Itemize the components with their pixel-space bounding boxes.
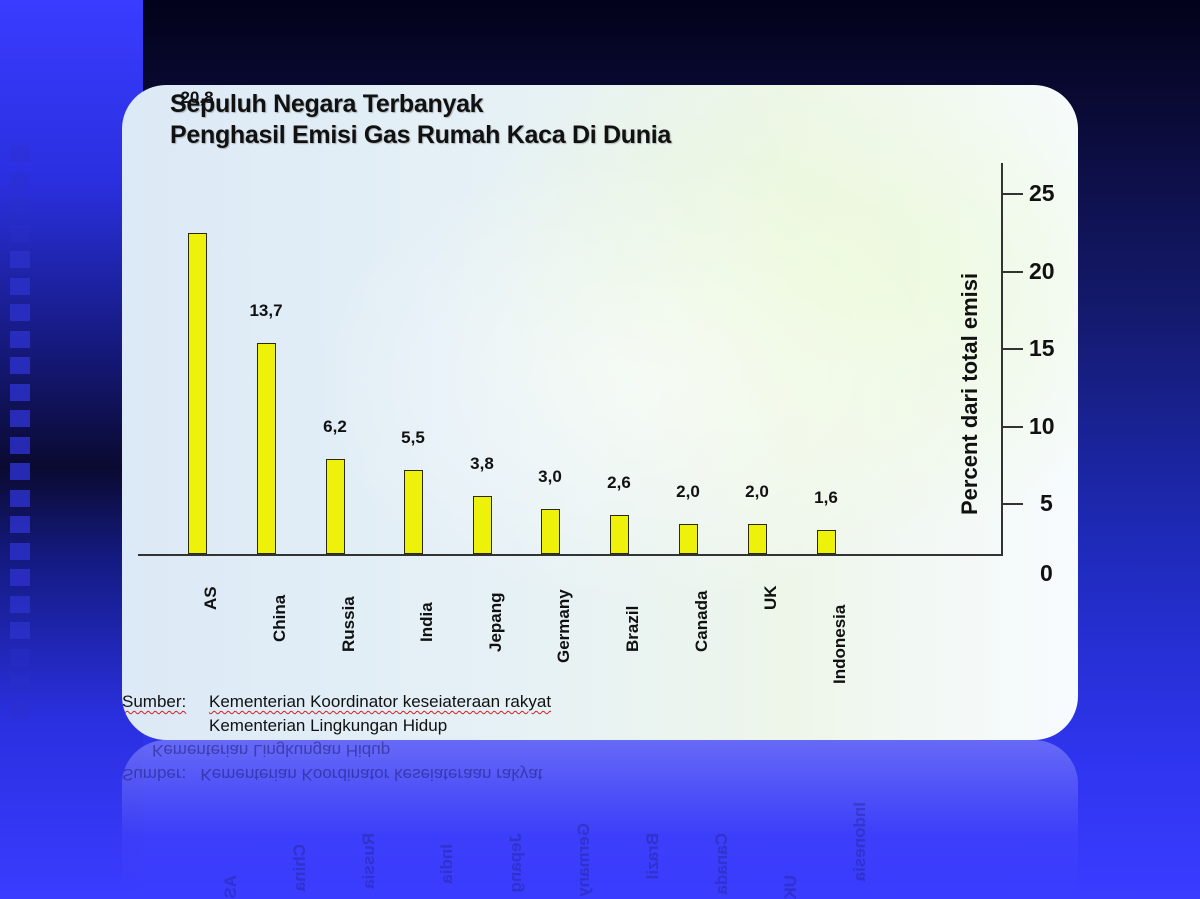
bar-uk [748,524,767,554]
value-label: 5,5 [401,427,425,447]
reflection-category-label: Indonesia [850,801,869,881]
y-tick [1003,271,1023,273]
reflection-category-label: Brazil [643,833,662,880]
decorative-square [10,304,30,321]
y-tick [1003,426,1023,428]
y-tick [1003,503,1023,505]
title-line-2: Penghasil Emisi Gas Rumah Kaca Di Dunia [170,121,671,149]
decorative-square [10,436,30,454]
value-label: 13,7 [249,300,283,320]
y-axis-line [1001,163,1003,556]
value-label: 2,6 [607,472,631,492]
bar-china [257,342,276,554]
decorative-square [10,595,30,613]
value-label: 6,2 [323,416,347,436]
decorative-square [10,463,30,480]
value-label: 3,8 [470,454,494,474]
category-label-russia: Russia [339,596,358,652]
category-label-indonesia: Indonesia [830,604,849,684]
decorative-square [10,171,30,189]
bar-brazil [610,514,629,554]
decorative-square [10,675,30,692]
value-label: 2,0 [745,482,769,501]
value-label: 20,8 [180,87,214,107]
decorative-square [10,701,30,719]
decorative-square [10,357,30,374]
chart-title: Sepuluh Negara Terbanyak Penghasil Emisi… [170,89,671,151]
value-label: 3,0 [538,466,562,486]
decorative-square [10,251,30,268]
value-label: 2,0 [676,482,700,501]
source-line-2: Kementerian Lingkungan Hidup [208,716,448,735]
y-tick-label: 20 [1029,258,1055,284]
y-tick [1003,193,1023,195]
decorative-square [10,410,30,427]
reflection-source-line-1: Sumber: Kementerian Koordinator keseiate… [122,764,543,784]
category-label-germany: Germany [554,588,573,663]
y-tick-label: 25 [1029,180,1055,206]
reflection-category-label: India [437,843,456,884]
decorative-square [10,489,30,507]
y-tick-label: 0 [1040,560,1053,586]
y-tick-label: 10 [1029,413,1055,439]
reflection-category-label: China [290,843,309,891]
decorative-square [10,569,30,586]
chart-card: Sepuluh Negara Terbanyak Penghasil Emisi… [122,85,1078,740]
category-label-uk: UK [761,585,780,610]
x-axis-line [138,554,1002,556]
category-label-brazil: Brazil [623,605,642,652]
y-axis-label: Percent dari total emisi [957,272,982,515]
reflection-source-text: Kementerian Koordinator keseiateraan rak… [200,765,543,784]
decorative-square [10,622,30,639]
source-line-1: Kementerian Koordinator keseiateraan rak… [208,692,552,711]
bar-canada [679,524,698,554]
y-tick-label: 15 [1029,335,1055,361]
title-line-1: Sepuluh Negara Terbanyak [170,90,484,118]
value-label: 1,6 [814,488,838,508]
y-tick-label: 5 [1040,490,1053,516]
category-label-jepang: Jepang [486,592,505,652]
decorative-square [10,383,30,401]
category-label-china: China [270,594,289,642]
bar-russia [326,458,345,554]
reflection-category-label: AS [221,875,240,899]
decorative-square [10,330,30,348]
reflection-category-label: Jepang [506,833,525,893]
decorative-square [10,516,30,533]
bar-germany [541,508,560,554]
category-label-canada: Canada [692,590,711,652]
source-label: Sumber: [122,692,187,711]
category-label-india: India [417,601,436,642]
bar-as [188,232,207,554]
decorative-square [10,277,30,295]
reflection-category-label: Germany [574,822,593,897]
reflection-category-label: Russia [359,833,378,889]
reflection-category-label: Canada [712,833,731,895]
decorative-square [10,198,30,215]
decorative-square [10,224,30,242]
source-note: Sumber: Kementerian Koordinator keseiate… [122,690,551,738]
reflection-source-label: Sumber: [122,765,187,784]
decorative-square [10,542,30,560]
bar-jepang [473,496,492,554]
slide-reflection: Kementerian Lingkungan Hidup Sumber: Kem… [122,740,1078,899]
decorative-square [10,648,30,666]
bar-indonesia [817,530,836,554]
reflection-category-label: UK [781,875,800,899]
reflection-source-line-2: Kementerian Lingkungan Hidup [152,741,391,760]
y-tick [1003,348,1023,350]
bar-india [404,469,423,554]
category-label-as: AS [201,586,220,610]
decorative-square [10,145,30,162]
